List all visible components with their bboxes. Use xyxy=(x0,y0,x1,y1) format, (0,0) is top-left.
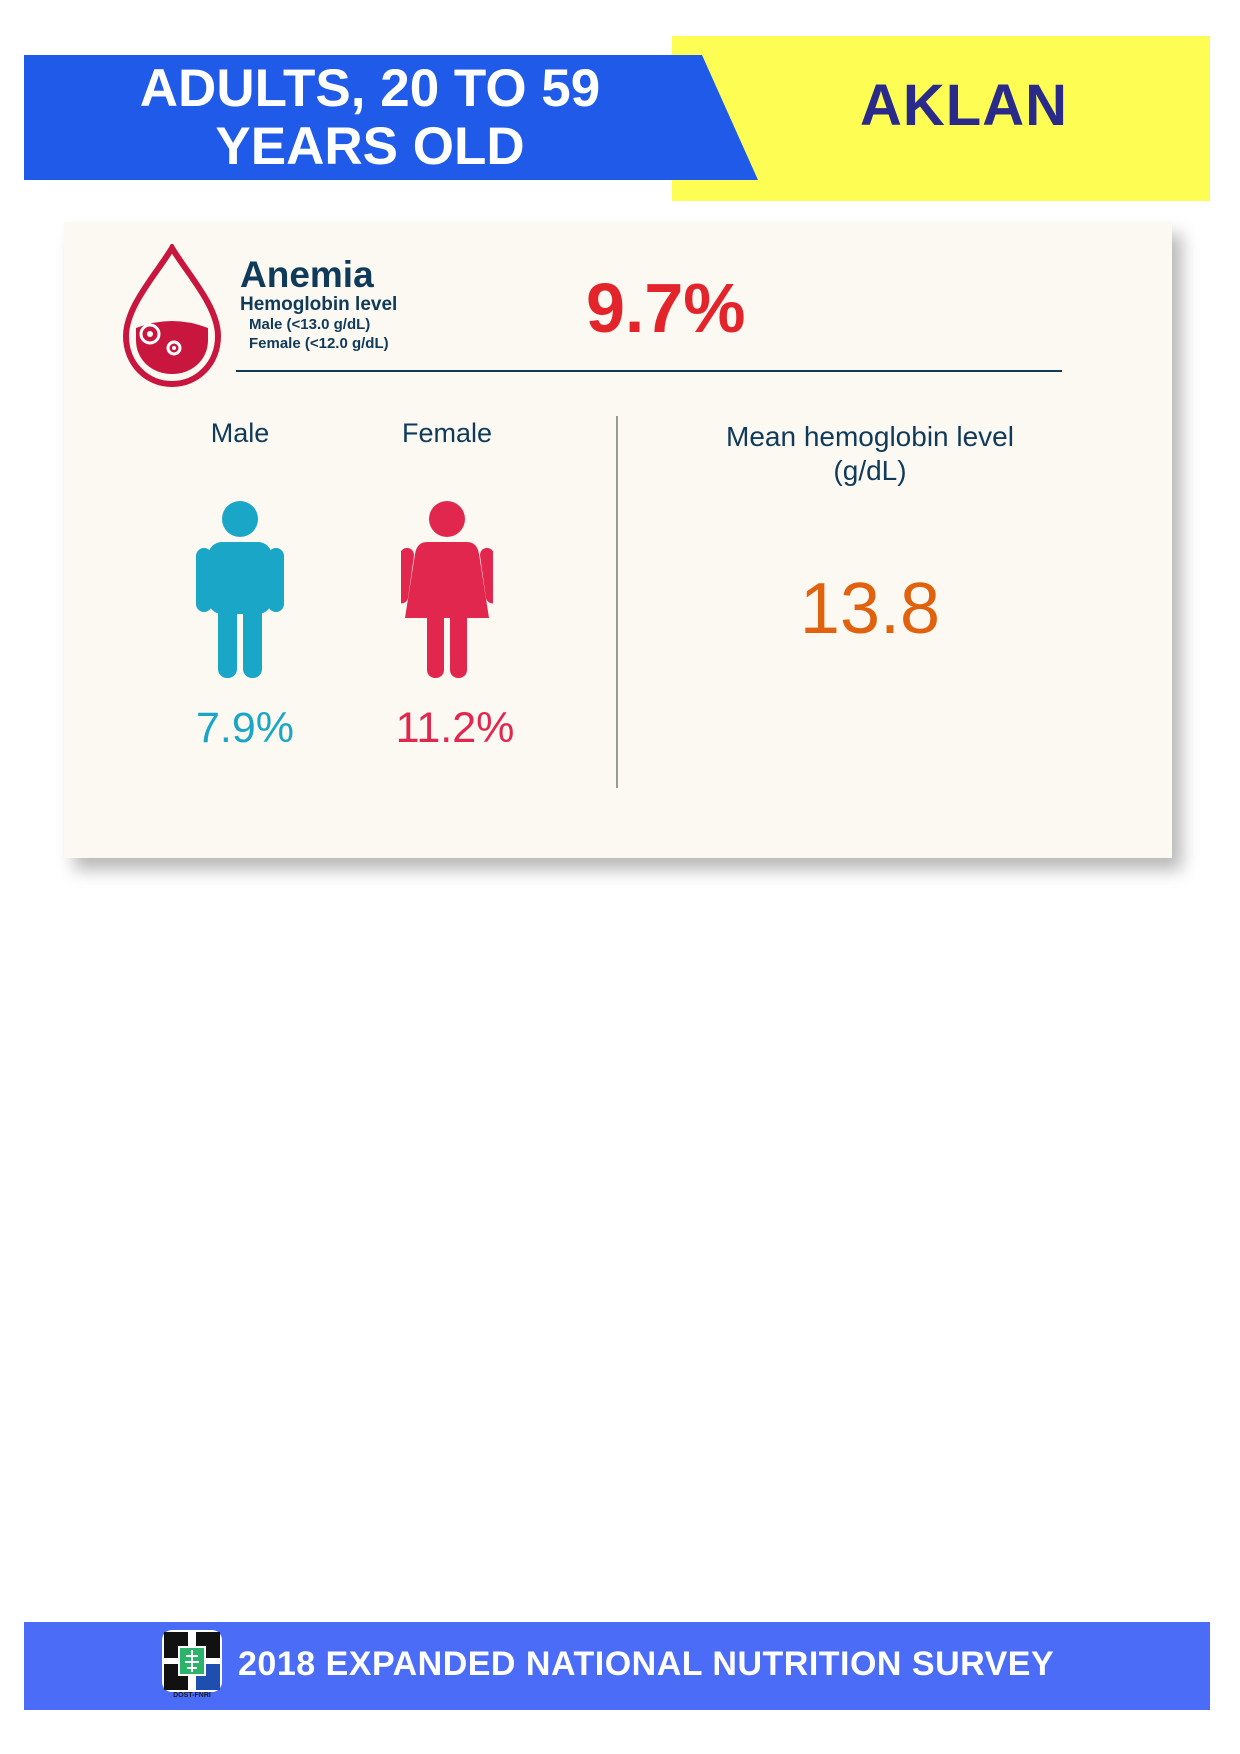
female-threshold: Female (<12.0 g/dL) xyxy=(249,335,389,352)
female-prevalence: 11.2% xyxy=(395,704,515,752)
anemia-card xyxy=(64,222,1172,858)
male-figure-icon xyxy=(196,501,284,678)
header-region-panel xyxy=(672,36,1210,201)
female-figure-icon xyxy=(401,501,493,678)
region-name: AKLAN xyxy=(860,73,1068,138)
logo-text: DOST-FNRI xyxy=(173,1692,211,1699)
page-title: ADULTS, 20 TO 59 YEARS OLD xyxy=(110,60,630,176)
divider-vertical xyxy=(616,416,618,788)
divider-horizontal xyxy=(236,370,1062,372)
male-threshold: Male (<13.0 g/dL) xyxy=(249,316,371,333)
hemoglobin-label: Hemoglobin level xyxy=(240,294,398,315)
male-prevalence: 7.9% xyxy=(195,704,294,752)
female-label: Female xyxy=(401,418,493,448)
mean-hemoglobin-label: Mean hemoglobin level (g/dL) xyxy=(700,420,1040,488)
header-title-banner xyxy=(24,55,758,180)
male-label: Male xyxy=(210,418,270,448)
dost-fnri-logo xyxy=(162,1630,222,1692)
anemia-title: Anemia xyxy=(240,254,374,295)
mean-hemoglobin-label-line1: Mean hemoglobin level xyxy=(726,421,1014,452)
overall-prevalence: 9.7% xyxy=(586,269,746,347)
blood-drop-icon xyxy=(122,244,222,388)
mean-hemoglobin-label-line2: (g/dL) xyxy=(833,455,907,486)
page-title-line2: YEARS OLD xyxy=(215,117,525,176)
footer-title: 2018 EXPANDED NATIONAL NUTRITION SURVEY xyxy=(238,1645,1055,1683)
page-title-line1: ADULTS, 20 TO 59 xyxy=(139,59,601,118)
mean-hemoglobin-value: 13.8 xyxy=(799,569,941,649)
